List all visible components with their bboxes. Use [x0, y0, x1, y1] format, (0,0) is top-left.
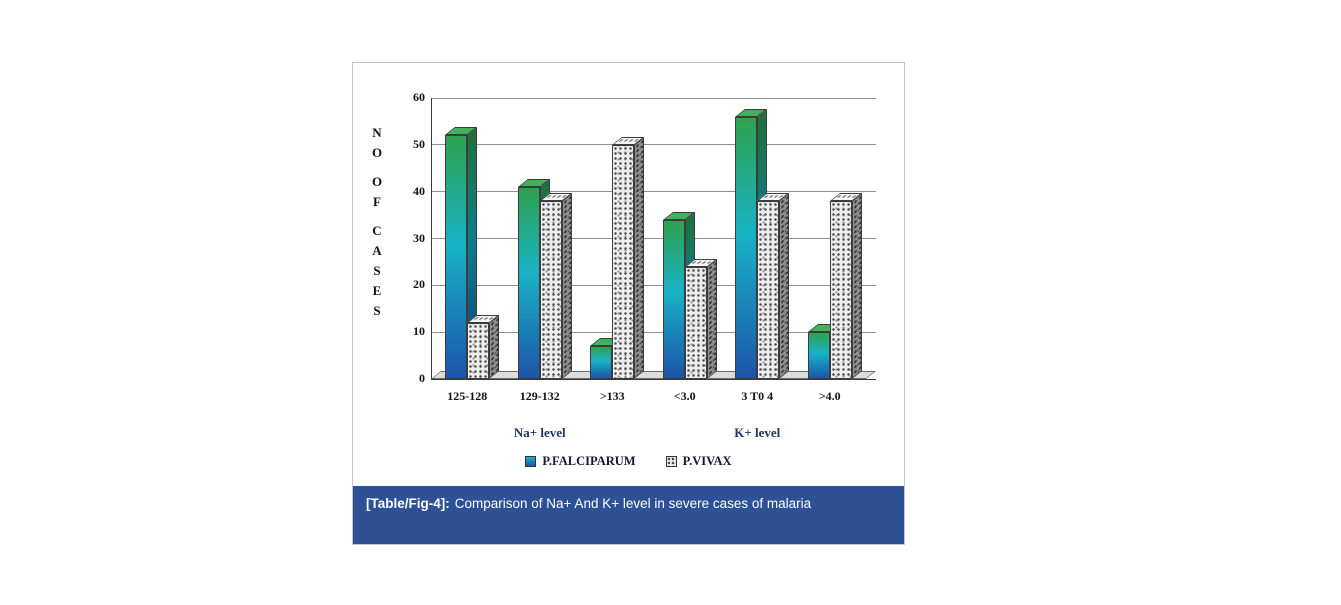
- y-axis-title-letter: S: [373, 263, 381, 278]
- bar-front-face: [590, 346, 613, 379]
- y-axis-title-letter: F: [373, 194, 381, 209]
- y-tick-label: 20: [413, 277, 425, 292]
- bar-front-face: [662, 219, 685, 379]
- gridline: [431, 191, 876, 193]
- bar-front-face: [757, 201, 780, 379]
- legend-label-vivax: P.VIVAX: [682, 454, 732, 468]
- bar-vivax: [829, 193, 862, 379]
- y-axis-title-gap: [367, 212, 387, 221]
- y-axis-title-letter: C: [372, 223, 382, 238]
- bar-falciparum: [590, 338, 623, 379]
- y-axis-title-letter: O: [371, 145, 383, 160]
- bar-falciparum: [735, 108, 768, 379]
- y-tick-label: 10: [413, 324, 425, 339]
- y-tick-label: 40: [413, 183, 425, 198]
- bar-front-face: [467, 322, 490, 379]
- bar-side-face: [561, 193, 572, 379]
- gridline: [431, 238, 876, 239]
- y-axis-title-gap: [367, 163, 387, 172]
- legend-label-falciparum: P.FALCIPARUM: [542, 454, 636, 468]
- legend: P.FALCIPARUM P.VIVAX: [353, 454, 904, 469]
- bar-falciparum: [517, 178, 550, 379]
- bar-front-face: [829, 201, 852, 379]
- bar-falciparum: [662, 211, 695, 379]
- legend-item-falciparum: P.FALCIPARUM: [525, 454, 636, 469]
- y-axis-line: [431, 98, 432, 379]
- figure-caption: [Table/Fig-4]: Comparison of Na+ And K+ l…: [353, 486, 904, 544]
- y-tick-label: 50: [413, 136, 425, 151]
- bar-front-face: [517, 186, 540, 379]
- y-axis-title-letter: S: [373, 303, 381, 318]
- caption-label: [Table/Fig-4]:: [366, 496, 450, 511]
- gridline: [431, 284, 876, 286]
- bar-side-face: [779, 193, 790, 379]
- x-tick-label: 129-132: [519, 389, 560, 403]
- bar-front-face: [445, 135, 468, 379]
- axis-group-label: Na+ level: [513, 425, 566, 440]
- y-tick-label: 30: [413, 230, 425, 245]
- bar-vivax: [684, 258, 717, 379]
- x-tick-label: 3 T0 4: [741, 389, 774, 403]
- x-tick-label: 125-128: [447, 389, 488, 403]
- bar-vivax: [467, 314, 500, 379]
- figure-caption-text: [Table/Fig-4]: Comparison of Na+ And K+ l…: [366, 494, 836, 514]
- gridline: [431, 144, 876, 146]
- gridline: [431, 331, 876, 333]
- bar-side-face: [706, 258, 717, 379]
- y-axis-title-letter: N: [372, 125, 382, 140]
- y-axis-title-letter: O: [371, 174, 383, 189]
- y-axis-title-letter: A: [372, 243, 382, 258]
- bar-side-face: [634, 136, 645, 379]
- legend-item-vivax: P.VIVAX: [665, 454, 732, 469]
- bar-front-face: [807, 332, 830, 379]
- bar-vivax: [757, 193, 790, 379]
- plot-area: [431, 97, 876, 380]
- bar-side-face: [489, 314, 500, 379]
- bar-front-face: [539, 201, 562, 379]
- bar-front-face: [612, 144, 635, 379]
- gridline: [431, 378, 876, 380]
- gridline: [431, 97, 876, 99]
- y-tick-label: 0: [419, 371, 425, 385]
- bar-vivax: [612, 136, 645, 379]
- x-tick-label: >133: [599, 389, 625, 403]
- vivax-swatch-icon: [665, 456, 677, 467]
- bar-side-face: [851, 193, 862, 379]
- y-axis-title-letter: E: [372, 283, 382, 298]
- bar-falciparum: [445, 127, 478, 379]
- bar-vivax: [539, 193, 572, 379]
- bar-front-face: [684, 266, 707, 379]
- bar-falciparum: [807, 324, 840, 379]
- y-tick-label: 60: [413, 90, 425, 104]
- x-tick-label: <3.0: [673, 389, 696, 403]
- falciparum-swatch-icon: [525, 456, 537, 467]
- axis-group-label: K+ level: [734, 425, 781, 440]
- x-tick-label: >4.0: [818, 389, 841, 403]
- caption-text: Comparison of Na+ And K+ level in severe…: [454, 496, 812, 511]
- bar-front-face: [735, 116, 758, 379]
